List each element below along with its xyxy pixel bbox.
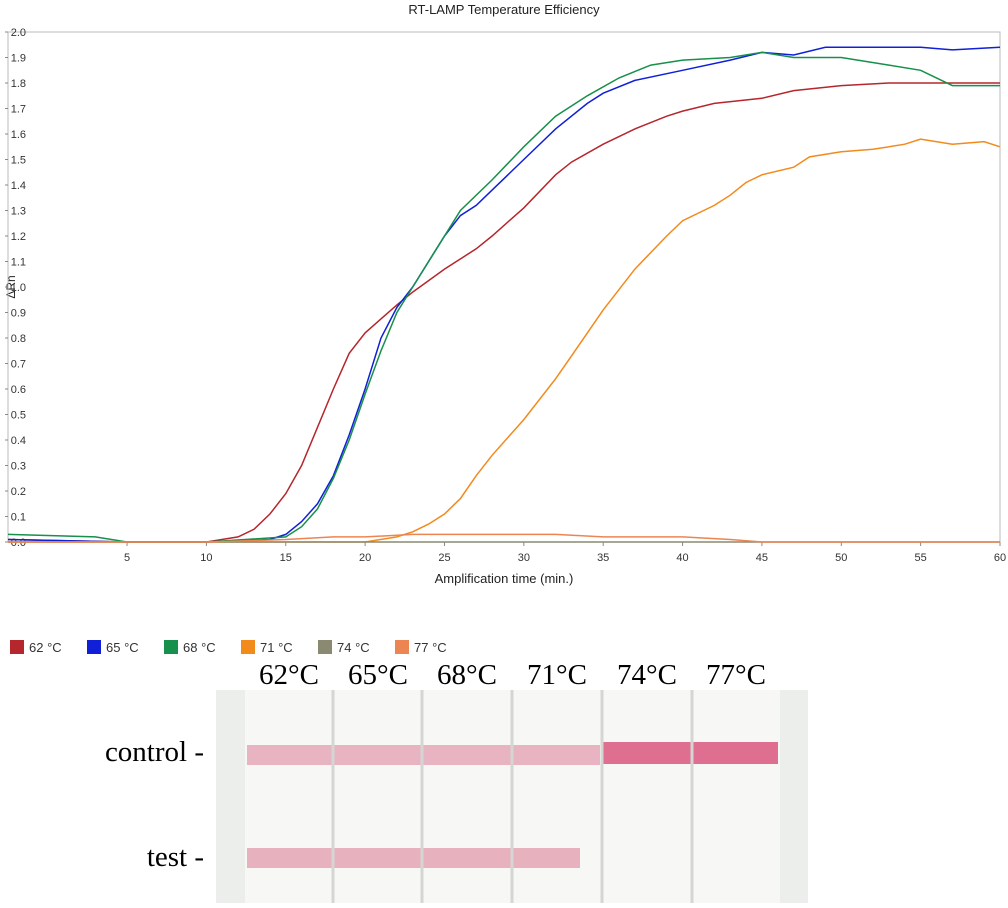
legend-label: 65 °C: [106, 640, 139, 655]
strip-row-label: control -: [105, 736, 204, 768]
chart-title: RT-LAMP Temperature Efficiency: [408, 2, 600, 17]
y-tick-label: 1.8: [11, 78, 26, 90]
x-tick-label: 20: [359, 552, 371, 564]
x-tick-label: 15: [280, 552, 292, 564]
x-tick-label: 5: [124, 552, 130, 564]
series-line: [8, 533, 1000, 543]
strip-header: 71°C: [527, 659, 587, 691]
strip-header: 74°C: [617, 659, 677, 691]
y-tick-label: 1.1: [11, 257, 26, 269]
test-band: [247, 848, 580, 868]
y-tick-label: 0.2: [11, 486, 26, 498]
legend-swatch: [164, 640, 178, 654]
y-tick-label: 1.2: [11, 231, 26, 243]
legend-swatch: [10, 640, 24, 654]
series-line: [7, 46, 1001, 543]
legend-swatch: [395, 640, 409, 654]
x-tick-label: 45: [756, 552, 768, 564]
y-tick-label: 1.9: [11, 53, 26, 65]
y-tick-label: 1.3: [11, 206, 26, 218]
strip-header: 62°C: [259, 659, 319, 691]
y-tick-label: 0.1: [11, 512, 26, 524]
legend-label: 71 °C: [260, 640, 293, 655]
y-tick-label: 1.5: [11, 155, 26, 167]
y-tick-label: 0.9: [11, 308, 26, 320]
series-line: [8, 138, 1001, 543]
legend-label: 62 °C: [29, 640, 62, 655]
legend-label: 68 °C: [183, 640, 216, 655]
y-tick-label: 0.3: [11, 461, 26, 473]
x-tick-label: 50: [835, 552, 847, 564]
y-tick-label: 0.6: [11, 384, 26, 396]
x-tick-label: 25: [438, 552, 450, 564]
strip-header: 68°C: [437, 659, 497, 691]
y-tick-label: 2.0: [11, 27, 26, 39]
y-tick-label: 1.4: [11, 180, 26, 192]
x-tick-label: 55: [915, 552, 927, 564]
legend-label: 74 °C: [337, 640, 370, 655]
y-tick-label: 1.0: [11, 282, 26, 294]
x-tick-label: 10: [200, 552, 212, 564]
y-tick-label: 0.8: [11, 333, 26, 345]
x-tick-label: 30: [518, 552, 530, 564]
legend-swatch: [241, 640, 255, 654]
y-tick-label: 0.7: [11, 359, 26, 371]
control-band: [602, 742, 778, 764]
series-line: [7, 82, 1000, 543]
legend-label: 77 °C: [414, 640, 447, 655]
x-axis-label: Amplification time (min.): [435, 571, 574, 586]
y-tick-label: 0.0: [11, 537, 26, 549]
y-tick-label: 1.7: [11, 104, 26, 116]
legend-swatch: [87, 640, 101, 654]
plot-area: [7, 31, 1001, 543]
dividers: [331, 690, 694, 903]
y-tick-label: 1.6: [11, 129, 26, 141]
strip-header: 65°C: [348, 659, 408, 691]
legend-swatch: [318, 640, 332, 654]
x-tick-label: 35: [597, 552, 609, 564]
strip-header: 77°C: [706, 659, 766, 691]
y-tick-label: 0.4: [11, 435, 26, 447]
strip-photo: [216, 690, 808, 903]
series-line: [7, 51, 1000, 543]
strip-row-label: test -: [147, 841, 204, 873]
x-tick-label: 40: [676, 552, 688, 564]
x-tick-label: 60: [994, 552, 1006, 564]
y-tick-label: 0.5: [11, 410, 26, 422]
